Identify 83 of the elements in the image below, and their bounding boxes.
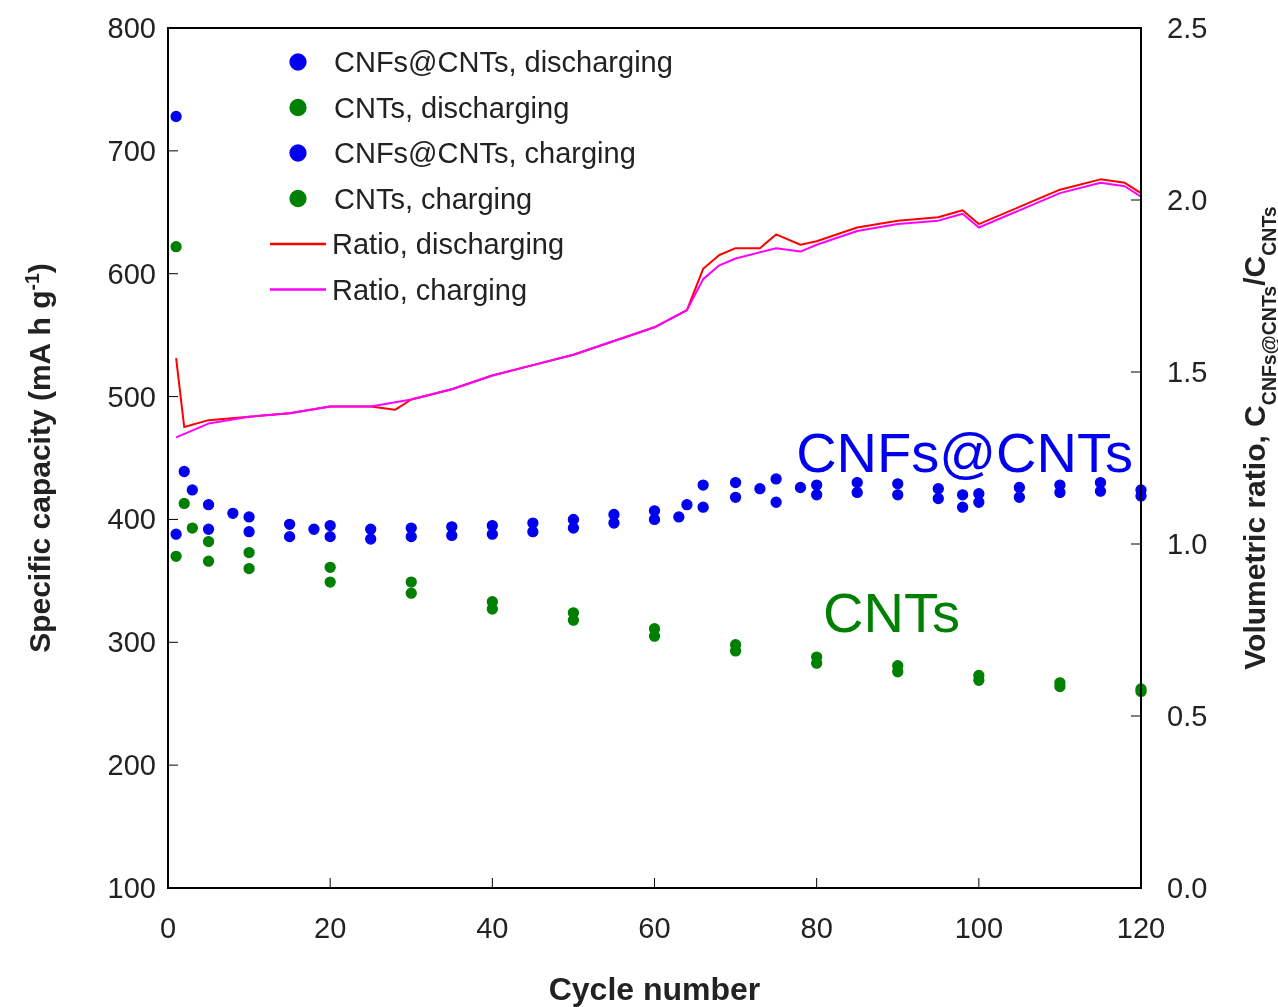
point: [673, 511, 685, 523]
point: [178, 465, 190, 478]
point: [1094, 485, 1107, 497]
point: [527, 526, 539, 538]
y2-tick-label: 2.0: [1167, 184, 1208, 216]
point: [186, 484, 198, 496]
point: [608, 517, 620, 529]
point: [243, 511, 255, 523]
y-tick-label: 800: [107, 12, 156, 44]
point: [956, 501, 969, 513]
point: [202, 555, 215, 567]
legend-label: Ratio, charging: [332, 273, 528, 306]
point: [811, 479, 823, 491]
y-tick-label: 300: [107, 626, 156, 659]
point: [1013, 481, 1026, 494]
point: [324, 530, 336, 543]
y-tick-label: 400: [107, 503, 156, 536]
point: [697, 501, 709, 513]
point: [892, 489, 904, 501]
y-tick-label: 100: [107, 872, 156, 904]
annotation: CNTs: [823, 581, 960, 644]
point: [794, 481, 807, 494]
point: [170, 110, 182, 123]
point: [202, 523, 215, 535]
x-axis-title: Cycle number: [548, 971, 761, 1007]
point: [729, 491, 742, 503]
point: [770, 473, 782, 485]
point: [243, 526, 255, 538]
point: [308, 523, 320, 535]
point: [243, 562, 255, 575]
point: [227, 507, 239, 519]
point: [324, 519, 336, 532]
point: [365, 523, 377, 535]
point: [202, 535, 215, 548]
point: [283, 530, 296, 543]
y-tick-label: 700: [107, 134, 156, 167]
point: [324, 561, 336, 573]
x-tick-label: 120: [1116, 912, 1166, 944]
point: [170, 550, 182, 562]
legend-label: Ratio, discharging: [332, 228, 565, 260]
point: [324, 576, 336, 588]
legend-label: CNFs@CNTs, charging: [334, 137, 636, 169]
point: [932, 492, 944, 505]
point: [202, 499, 215, 511]
x-tick-label: 20: [314, 912, 347, 944]
y-tick-label: 200: [107, 749, 156, 782]
point: [697, 479, 709, 491]
legend-label: CNTs, discharging: [334, 91, 570, 124]
annotation: CNFs@CNTs: [796, 421, 1133, 484]
x-tick-label: 60: [638, 912, 671, 944]
point: [754, 483, 766, 495]
y2-tick-label: 1.0: [1167, 528, 1208, 560]
point: [283, 518, 296, 530]
point: [405, 576, 417, 588]
point: [486, 528, 498, 540]
point: [1013, 491, 1026, 503]
legend-label: CNFs@CNTs, discharging: [334, 46, 673, 78]
point: [405, 587, 417, 599]
y2-tick-label: 0.0: [1167, 872, 1208, 904]
point: [770, 496, 782, 508]
point: [956, 489, 969, 501]
x-tick-label: 0: [159, 912, 177, 944]
legend-label: CNTs, charging: [334, 182, 533, 215]
point: [932, 483, 944, 495]
y2-tick-label: 2.5: [1167, 12, 1208, 44]
point: [178, 497, 190, 510]
point: [729, 476, 742, 489]
point: [567, 522, 580, 534]
point: [186, 522, 198, 534]
x-tick-label: 100: [954, 912, 1004, 944]
x-tick-label: 40: [476, 912, 509, 944]
point: [681, 499, 693, 511]
y-tick-label: 600: [107, 257, 156, 290]
point: [811, 489, 823, 501]
y2-tick-label: 1.5: [1167, 356, 1208, 388]
x-tick-label: 80: [800, 912, 833, 944]
point: [365, 533, 377, 545]
point: [243, 546, 255, 559]
point: [851, 486, 863, 499]
y-tick-label: 500: [107, 380, 156, 413]
point: [170, 528, 182, 540]
y2-tick-label: 0.5: [1167, 700, 1208, 732]
point: [170, 241, 182, 253]
